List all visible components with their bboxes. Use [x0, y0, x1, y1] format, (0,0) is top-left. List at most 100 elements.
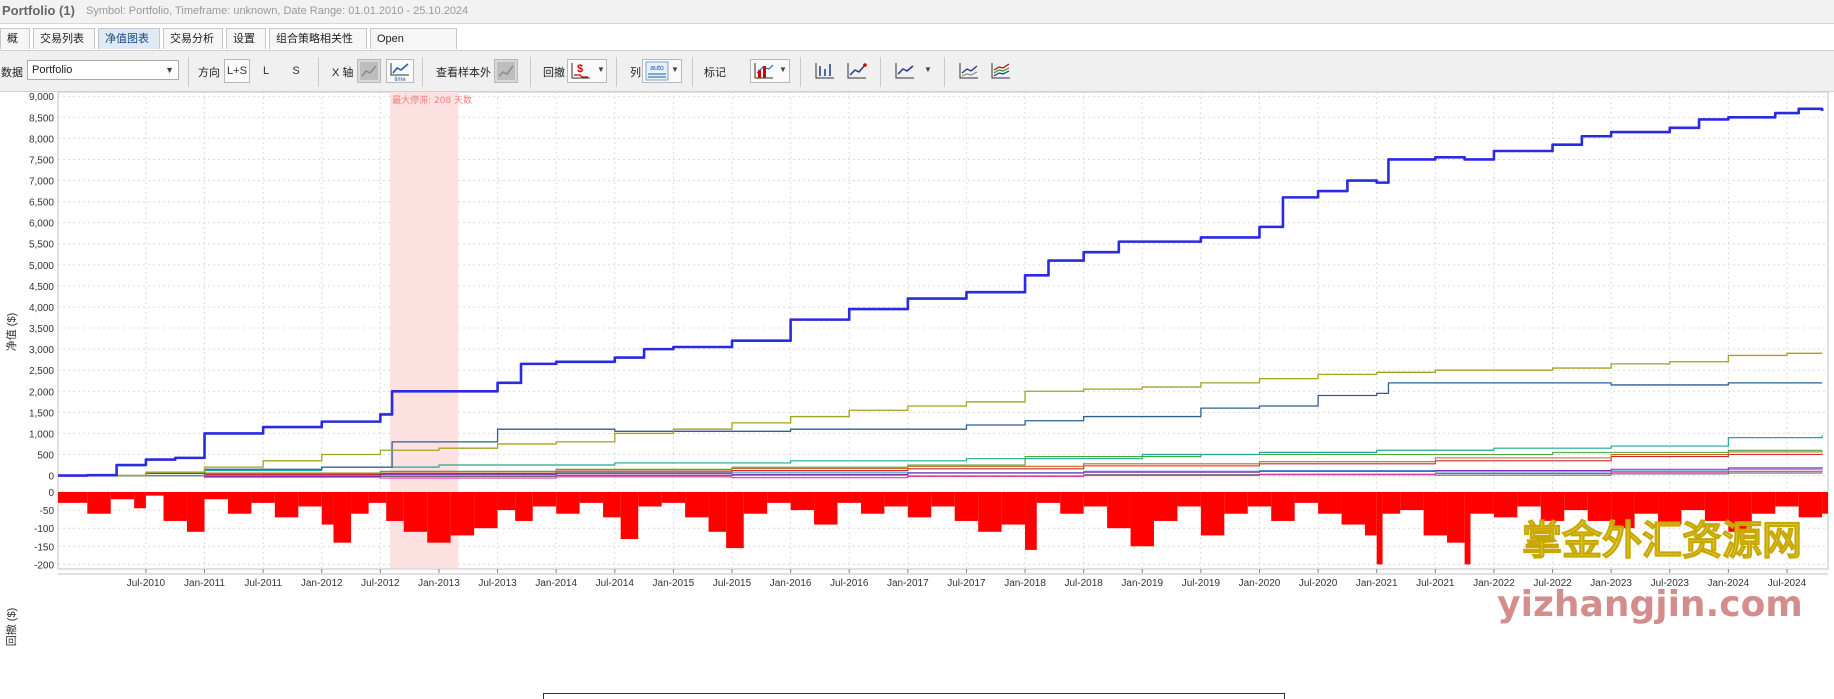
watermark-url: yizhangjin.com — [1497, 584, 1803, 625]
drawdown-bar — [1107, 492, 1131, 529]
trade-axis-button[interactable] — [357, 59, 381, 83]
equity-y-tick-label: 1,000 — [29, 429, 54, 440]
drawdown-bar — [556, 492, 580, 514]
stagnation-label: 最大停滞: 208 天数 — [392, 94, 472, 106]
drawdown-bar — [368, 492, 387, 503]
direction-long-short-button[interactable]: L+S — [224, 59, 250, 83]
data-select[interactable]: Portfolio ▼ — [27, 60, 179, 80]
direction-short-button[interactable]: S — [292, 65, 300, 77]
equity-y-tick-label: 8,000 — [29, 134, 54, 145]
stagnation-band — [390, 92, 459, 568]
drawdown-bar — [1728, 492, 1752, 532]
chevron-down-icon[interactable]: ▼ — [597, 65, 605, 74]
drawdown-y-tick-label: -200 — [34, 560, 54, 571]
tab-portfolio-correlation[interactable]: 组合策略相关性 — [269, 28, 367, 49]
drawdown-bar — [186, 492, 205, 532]
chevron-down-icon[interactable]: ▼ — [671, 65, 679, 74]
tab-trade-analysis[interactable]: 交易分析 — [163, 28, 223, 49]
xaxis-label: X 轴 — [332, 67, 354, 79]
drawdown-bar — [58, 492, 88, 503]
tab-open-balances[interactable]: Open balances — [370, 28, 457, 65]
chart-plot-frame — [57, 92, 1829, 570]
chevron-down-icon[interactable]: ▼ — [924, 65, 932, 74]
drawdown-bar — [1247, 492, 1272, 507]
equity-y-tick-label: 4,000 — [29, 303, 54, 314]
x-tick-label: Jul-2014 — [596, 578, 635, 589]
drawdown-bar — [163, 492, 187, 521]
direction-long-button[interactable]: L — [262, 65, 270, 77]
drawdown-bar — [1341, 492, 1365, 525]
drawdown-bar — [1036, 492, 1061, 503]
drawdown-bar — [1060, 492, 1084, 514]
bar-chart-button[interactable] — [812, 59, 838, 83]
toolbar-separator — [880, 57, 881, 87]
oos-toggle-button[interactable] — [494, 59, 518, 83]
drawdown-bar — [685, 492, 709, 518]
marks-mode-button[interactable] — [750, 59, 790, 83]
dollar-sign: $ — [577, 63, 583, 75]
drawdown-bar — [204, 492, 228, 500]
equity-y-tick-label: 1,500 — [29, 408, 54, 419]
toolbar-separator — [944, 57, 945, 87]
x-tick-label: Jan-2011 — [184, 578, 225, 589]
equity-y-tick-label: 5,500 — [29, 240, 54, 251]
drawdown-bar — [1751, 492, 1776, 514]
drawdown-bar — [726, 492, 744, 549]
drawdown-mode-button[interactable]: $ — [567, 59, 607, 83]
horizontal-scrollbar[interactable] — [543, 693, 1285, 699]
tab-settings[interactable]: 设置 — [226, 28, 266, 49]
equity-line-strategy-9 — [58, 470, 1823, 479]
time-axis-button[interactable]: time — [386, 59, 414, 83]
equity-line-portfolio — [58, 107, 1824, 477]
drawdown-bar — [790, 492, 815, 511]
drawdown-bar — [603, 492, 621, 518]
drawdown-bar — [1775, 492, 1799, 507]
equity-y-tick-label: 8,500 — [29, 113, 54, 124]
time-axis-icon: time — [390, 63, 409, 81]
x-tick-label: Jul-2019 — [1182, 578, 1221, 589]
x-tick-label: Jul-2017 — [947, 578, 986, 589]
x-tick-label: Jul-2018 — [1064, 578, 1103, 589]
equity-y-tick-label: 4,500 — [29, 282, 54, 293]
multi-series-button[interactable] — [988, 59, 1014, 83]
drawdown-bar — [1447, 492, 1465, 543]
drawdown-bar — [1318, 492, 1342, 514]
drawdown-bar — [1001, 492, 1026, 525]
overlay-chart-button[interactable] — [956, 59, 982, 83]
tab-equity-chart[interactable]: 净值图表 — [98, 28, 160, 49]
drawdown-bar — [134, 492, 146, 509]
drawdown-bar — [450, 492, 475, 536]
x-tick-label: Jan-2017 — [887, 578, 929, 589]
drawdown-bar — [251, 492, 275, 503]
columns-mode-button[interactable]: auto — [642, 59, 682, 83]
toolbar-separator — [188, 57, 189, 87]
tab-overview[interactable]: 概论 — [0, 28, 30, 65]
equity-y-tick-label: 5,000 — [29, 261, 54, 272]
x-tick-label: Jul-2013 — [478, 578, 517, 589]
x-tick-label: Jul-2024 — [1768, 578, 1807, 589]
drawdown-bar — [1382, 492, 1401, 514]
drawdown-bar — [227, 492, 252, 514]
drawdown-y-axis-label: 回撤 ($) — [4, 608, 18, 647]
x-tick-label: Jan-2013 — [418, 578, 460, 589]
drawdown-bar — [1517, 492, 1541, 507]
drawdown-y-tick-label: -50 — [40, 506, 55, 517]
equity-y-tick-label: 500 — [37, 450, 54, 461]
drawdown-bar — [515, 492, 533, 521]
line-style-button[interactable] — [892, 59, 918, 83]
x-tick-label: Jan-2024 — [1708, 578, 1750, 589]
drawdown-bar — [1083, 492, 1108, 507]
chevron-down-icon[interactable]: ▼ — [779, 65, 787, 74]
drawdown-bar — [1822, 492, 1828, 514]
line-chart-button[interactable] — [844, 59, 870, 83]
tab-trade-list[interactable]: 交易列表 — [33, 28, 95, 49]
drawdown-bar — [1200, 492, 1225, 536]
drawdown-bar — [1130, 492, 1154, 547]
bar-marks-icon — [754, 63, 774, 79]
drawdown-bar — [661, 492, 686, 503]
drawdown-bar — [978, 492, 1002, 532]
x-tick-label: Jan-2022 — [1473, 578, 1515, 589]
drawdown-y-tick-label: -100 — [34, 524, 54, 535]
direction-label: 方向 — [198, 67, 220, 79]
drawdown-bar — [931, 492, 955, 507]
